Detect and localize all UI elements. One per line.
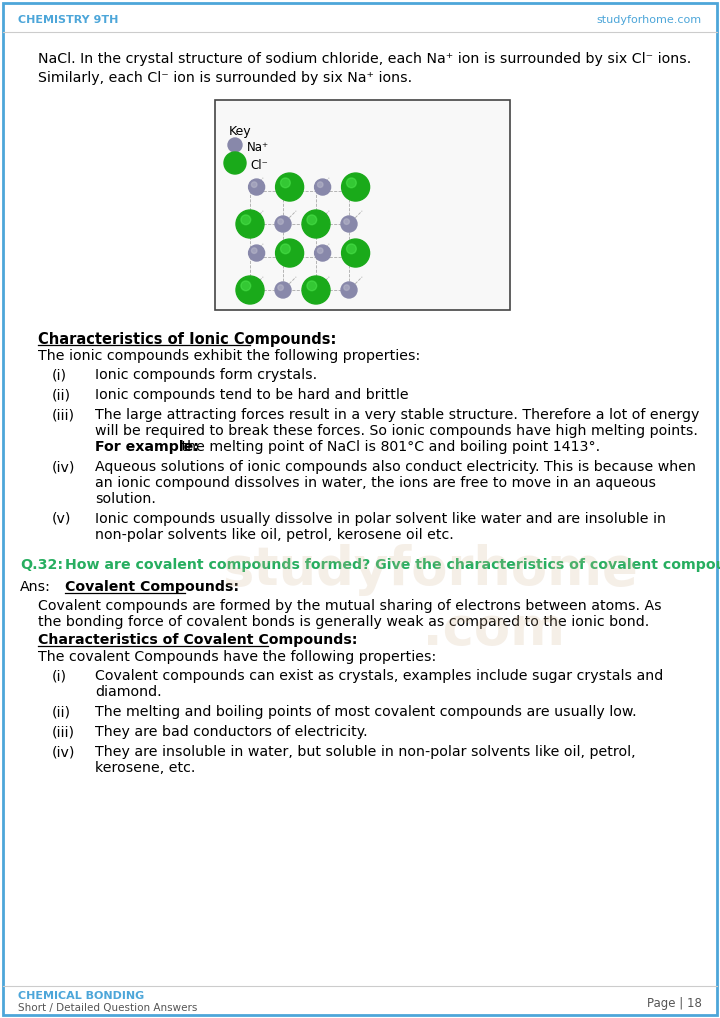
Text: Q.32:: Q.32:	[20, 558, 63, 572]
Text: studyforhome.com: studyforhome.com	[597, 15, 702, 25]
Circle shape	[318, 182, 323, 187]
Text: They are insoluble in water, but soluble in non-polar solvents like oil, petrol,: They are insoluble in water, but soluble…	[95, 745, 636, 759]
Text: (iv): (iv)	[52, 460, 76, 474]
Text: CHEMICAL BONDING: CHEMICAL BONDING	[18, 991, 144, 1001]
Circle shape	[278, 285, 284, 290]
Text: Ionic compounds usually dissolve in polar solvent like water and are insoluble i: Ionic compounds usually dissolve in pola…	[95, 512, 666, 526]
Text: (ii): (ii)	[52, 705, 71, 719]
Text: non-polar solvents like oil, petrol, kerosene oil etc.: non-polar solvents like oil, petrol, ker…	[95, 528, 454, 542]
Circle shape	[278, 219, 284, 224]
Circle shape	[318, 247, 323, 253]
Text: Key: Key	[229, 125, 251, 138]
Text: the bonding force of covalent bonds is generally weak as compared to the ionic b: the bonding force of covalent bonds is g…	[38, 615, 649, 629]
Text: solution.: solution.	[95, 492, 156, 506]
Text: kerosene, etc.: kerosene, etc.	[95, 761, 195, 775]
Text: Covalent Compounds:: Covalent Compounds:	[65, 580, 239, 593]
Text: Na⁺: Na⁺	[247, 142, 269, 154]
Circle shape	[275, 282, 291, 298]
Circle shape	[341, 173, 369, 201]
Circle shape	[276, 173, 304, 201]
Text: The covalent Compounds have the following properties:: The covalent Compounds have the followin…	[38, 651, 436, 664]
Circle shape	[307, 281, 317, 291]
Text: (ii): (ii)	[52, 388, 71, 402]
Text: Page | 18: Page | 18	[647, 998, 702, 1011]
Text: (i): (i)	[52, 669, 67, 683]
Bar	[215, 100, 510, 310]
Text: The large attracting forces result in a very stable structure. Therefore a lot o: The large attracting forces result in a …	[95, 408, 699, 422]
Circle shape	[315, 245, 330, 261]
Circle shape	[341, 216, 357, 232]
Circle shape	[315, 179, 330, 195]
Text: studyforhome
       .com: studyforhome .com	[222, 544, 638, 656]
Circle shape	[307, 215, 317, 225]
Circle shape	[241, 215, 251, 225]
Text: The ionic compounds exhibit the following properties:: The ionic compounds exhibit the followin…	[38, 349, 420, 363]
Text: CHEMISTRY 9TH: CHEMISTRY 9TH	[18, 15, 118, 25]
Circle shape	[281, 178, 290, 187]
Text: Short / Detailed Question Answers: Short / Detailed Question Answers	[18, 1003, 197, 1013]
Circle shape	[275, 216, 291, 232]
Circle shape	[346, 178, 356, 187]
Text: They are bad conductors of electricity.: They are bad conductors of electricity.	[95, 725, 368, 739]
Text: (iii): (iii)	[52, 725, 75, 739]
Circle shape	[302, 210, 330, 238]
Circle shape	[281, 244, 290, 253]
Text: Ionic compounds form crystals.: Ionic compounds form crystals.	[95, 367, 317, 382]
Circle shape	[276, 239, 304, 267]
Text: (iii): (iii)	[52, 408, 75, 422]
Circle shape	[302, 276, 330, 304]
Circle shape	[344, 285, 349, 290]
Circle shape	[341, 239, 369, 267]
Circle shape	[248, 179, 265, 195]
Text: Aqueous solutions of ionic compounds also conduct electricity. This is because w: Aqueous solutions of ionic compounds als…	[95, 460, 696, 474]
Text: an ionic compound dissolves in water, the ions are free to move in an aqueous: an ionic compound dissolves in water, th…	[95, 476, 656, 490]
Text: (i): (i)	[52, 367, 67, 382]
Text: diamond.: diamond.	[95, 685, 161, 699]
Circle shape	[224, 152, 246, 174]
Circle shape	[251, 247, 257, 253]
Text: Characteristics of Covalent Compounds:: Characteristics of Covalent Compounds:	[38, 633, 358, 647]
Circle shape	[236, 276, 264, 304]
Text: will be required to break these forces. So ionic compounds have high melting poi: will be required to break these forces. …	[95, 425, 698, 438]
Circle shape	[228, 138, 242, 152]
Text: (v): (v)	[52, 512, 71, 526]
Text: Cl⁻: Cl⁻	[250, 159, 268, 172]
Text: For example:: For example:	[95, 440, 199, 454]
Text: NaCl. In the crystal structure of sodium chloride, each Na⁺ ion is surrounded by: NaCl. In the crystal structure of sodium…	[38, 52, 691, 66]
Circle shape	[344, 219, 349, 224]
Text: How are covalent compounds formed? Give the characteristics of covalent compound: How are covalent compounds formed? Give …	[65, 558, 720, 572]
Circle shape	[236, 210, 264, 238]
Circle shape	[251, 182, 257, 187]
Text: the melting point of NaCl is 801°C and boiling point 1413°.: the melting point of NaCl is 801°C and b…	[177, 440, 600, 454]
Text: Ionic compounds tend to be hard and brittle: Ionic compounds tend to be hard and brit…	[95, 388, 409, 402]
Text: (iv): (iv)	[52, 745, 76, 759]
Text: Covalent compounds are formed by the mutual sharing of electrons between atoms. : Covalent compounds are formed by the mut…	[38, 599, 662, 613]
Text: Ans:: Ans:	[20, 580, 51, 593]
Circle shape	[248, 245, 265, 261]
Text: The melting and boiling points of most covalent compounds are usually low.: The melting and boiling points of most c…	[95, 705, 636, 719]
Circle shape	[241, 281, 251, 291]
Text: Similarly, each Cl⁻ ion is surrounded by six Na⁺ ions.: Similarly, each Cl⁻ ion is surrounded by…	[38, 71, 412, 84]
Text: Covalent compounds can exist as crystals, examples include sugar crystals and: Covalent compounds can exist as crystals…	[95, 669, 663, 683]
Text: Characteristics of Ionic Compounds:: Characteristics of Ionic Compounds:	[38, 332, 336, 347]
Circle shape	[346, 244, 356, 253]
Circle shape	[341, 282, 357, 298]
